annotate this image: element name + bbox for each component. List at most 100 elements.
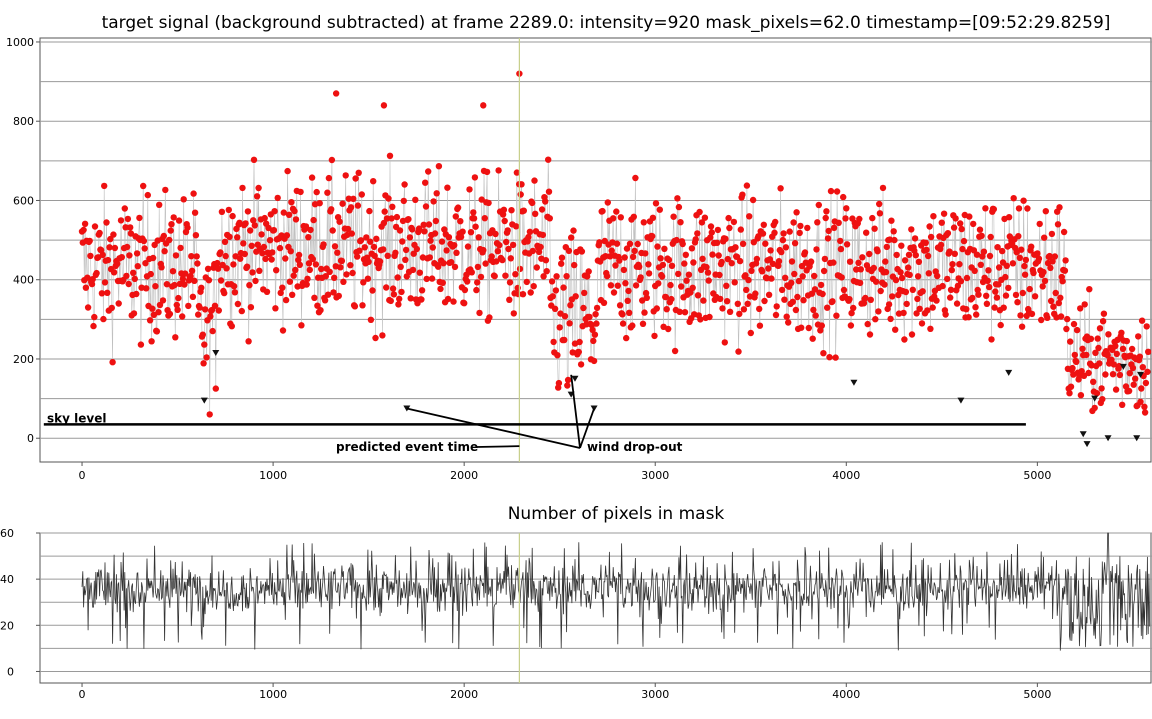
signal-point (127, 230, 135, 237)
signal-point (217, 277, 225, 284)
signal-point (678, 283, 685, 290)
signal-point (539, 231, 547, 239)
signal-point (140, 182, 147, 190)
dropout-marker (1083, 441, 1091, 448)
dropout-marker (957, 397, 965, 404)
signal-point (954, 282, 962, 290)
signal-point (485, 199, 492, 207)
signal-point (1093, 390, 1101, 397)
signal-point (568, 234, 575, 241)
signal-point (819, 290, 826, 298)
top-x-tick-label: 4000 (832, 469, 860, 482)
signal-point (1044, 314, 1051, 321)
signal-point (991, 304, 998, 311)
signal-point (596, 239, 603, 246)
signal-point (529, 247, 537, 255)
signal-point (273, 267, 280, 274)
signal-point (749, 196, 757, 204)
signal-point (1022, 256, 1030, 264)
signal-point (461, 300, 468, 307)
signal-point (1139, 364, 1147, 371)
top-x-tick-label: 2000 (450, 469, 478, 482)
signal-point (811, 272, 818, 280)
signal-point (656, 206, 663, 213)
signal-point (718, 258, 725, 266)
signal-point (777, 185, 784, 192)
signal-point (561, 313, 569, 320)
signal-point (645, 261, 652, 268)
signal-point (292, 216, 300, 223)
signal-point (457, 233, 465, 241)
signal-point (369, 287, 376, 294)
signal-point (1052, 289, 1059, 297)
signal-point (452, 213, 459, 220)
signal-point (783, 313, 790, 320)
signal-point (960, 237, 968, 245)
top-y-tick-label: 600 (13, 194, 34, 207)
signal-point (507, 255, 514, 262)
signal-point (451, 263, 459, 271)
signal-point (994, 244, 1001, 251)
signal-point (572, 293, 579, 300)
signal-point (1018, 246, 1025, 253)
signal-point (876, 200, 883, 208)
signal-point (581, 289, 588, 297)
signal-point (457, 218, 464, 225)
signal-point (425, 221, 433, 228)
signal-point (335, 292, 342, 300)
signal-point (1138, 385, 1145, 392)
signal-point (716, 271, 723, 279)
signal-point (512, 271, 519, 278)
signal-point (328, 206, 335, 213)
signal-point (985, 267, 992, 274)
signal-point (429, 244, 436, 251)
signal-point (879, 184, 887, 192)
signal-point (731, 279, 738, 286)
signal-point (356, 247, 363, 254)
signal-point (182, 270, 189, 277)
signal-point (516, 265, 524, 273)
signal-point (561, 336, 568, 344)
signal-point (1064, 315, 1071, 323)
signal-point (130, 310, 138, 317)
signal-point (444, 295, 452, 303)
signal-point (817, 327, 824, 334)
dropout-marker (1079, 431, 1087, 438)
signal-point (181, 281, 188, 288)
signal-point (230, 283, 238, 290)
signal-point (765, 291, 773, 298)
signal-point (1005, 284, 1012, 292)
signal-point (902, 288, 910, 296)
signal-point (397, 263, 404, 270)
top-x-tick-label: 3000 (641, 469, 669, 482)
signal-point (250, 217, 257, 224)
signal-point (218, 208, 226, 215)
signal-point (780, 230, 787, 237)
signal-point (681, 309, 689, 316)
signal-point (311, 294, 318, 301)
signal-point (1132, 375, 1139, 382)
signal-point (349, 269, 356, 277)
signal-point (394, 274, 401, 281)
signal-point (137, 341, 145, 348)
signal-point (888, 217, 895, 224)
signal-point (468, 269, 475, 276)
signal-point (1017, 312, 1024, 319)
signal-point (1109, 371, 1117, 378)
signal-point (1098, 385, 1105, 392)
signal-point (746, 213, 753, 220)
signal-point (473, 286, 480, 294)
signal-point (811, 286, 819, 293)
signal-point (797, 222, 804, 230)
signal-point (788, 258, 796, 265)
signal-point (975, 291, 982, 298)
signal-point (140, 237, 148, 245)
signal-point (211, 302, 219, 309)
signal-point (413, 245, 420, 253)
signal-point (549, 293, 556, 300)
signal-point (234, 300, 242, 308)
signal-point (694, 292, 702, 299)
signal-point (866, 250, 873, 258)
signal-point (482, 260, 489, 267)
signal-point (258, 231, 265, 238)
